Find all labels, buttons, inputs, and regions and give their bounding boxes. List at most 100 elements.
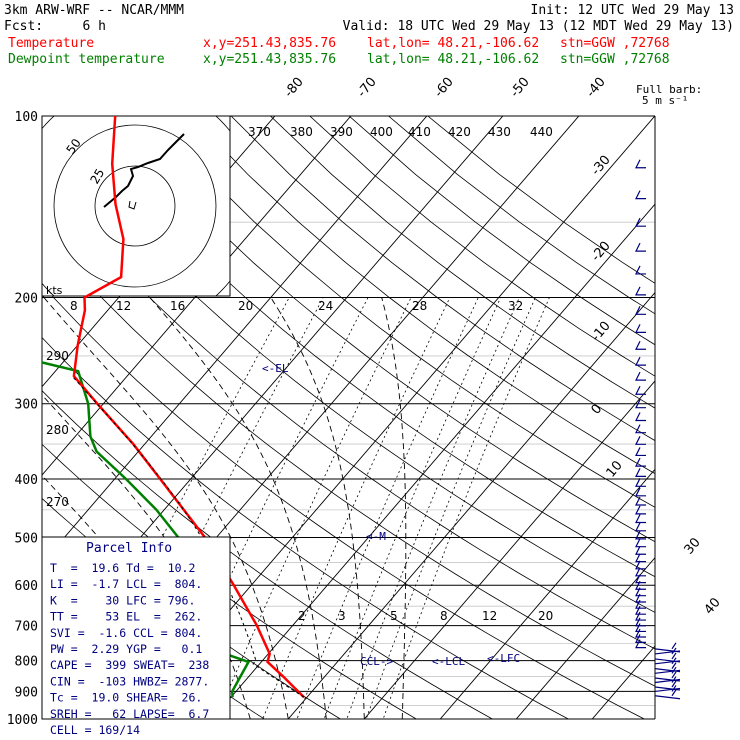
- pressure-label-200: 200: [15, 292, 38, 307]
- wind-barb: [635, 538, 646, 548]
- isotherm: [42, 116, 428, 565]
- mixing-ratio-label: 32: [508, 299, 523, 313]
- theta-label: 400: [370, 125, 393, 139]
- wind-barb: [635, 306, 646, 315]
- mixing-ratio-label: 12: [116, 299, 131, 313]
- dry-adiabat: [42, 390, 494, 719]
- wind-barb: [635, 530, 646, 540]
- isotherm: [42, 116, 352, 476]
- isotherm-label: -10: [589, 319, 614, 345]
- isotherm: [363, 380, 655, 719]
- moist-adiabat: [149, 297, 327, 719]
- dry-adiabat: [112, 116, 655, 543]
- wind-barb: [635, 560, 646, 570]
- model-title: 3km ARW-WRF -- NCAR/MMM: [4, 3, 184, 18]
- parcel-info-row: Tc = 19.0 SHEAR= 26.: [50, 691, 202, 705]
- theta-label: 380: [290, 125, 313, 139]
- parcel-path: [71, 375, 305, 698]
- wind-barb: [635, 605, 646, 615]
- wind-barb: [635, 190, 646, 200]
- wind-barb: [635, 487, 646, 497]
- dry-adiabat: [230, 116, 655, 442]
- wind-barb: [635, 159, 646, 169]
- wind-barb: [635, 599, 646, 609]
- valid-time: Valid: 18 UTC Wed 29 May 13 (12 MDT Wed …: [343, 19, 734, 34]
- isotherm-label: -80: [282, 75, 307, 101]
- dry-adiabat: [270, 116, 655, 409]
- mixing-ratio-label: 28: [412, 299, 427, 313]
- dry-adiabat: [427, 116, 655, 284]
- temp-xy: x,y=251.43,835.76: [203, 36, 336, 51]
- wind-barb: [635, 553, 646, 563]
- wind-barb: [635, 617, 646, 627]
- wind-barb: [635, 217, 646, 227]
- pressure-label-700: 700: [15, 620, 38, 635]
- wind-barb: [635, 436, 646, 445]
- parcel-info-row: CELL = 169/14: [50, 723, 140, 737]
- theta-label: 390: [330, 125, 353, 139]
- header: 3km ARW-WRF -- NCAR/MMM Init: 12 UTC Wed…: [4, 3, 734, 67]
- isotherm: [287, 291, 655, 719]
- dew-stn: stn=GGW ,72768: [560, 52, 670, 67]
- dry-adiabat: [42, 178, 655, 650]
- m-annotation: <-M: [366, 530, 386, 543]
- hodograph: 25 50 kts: [41, 115, 231, 297]
- wind-barb: [654, 642, 681, 653]
- wind-barb: [635, 545, 646, 555]
- isotherm-label: 10: [604, 458, 626, 480]
- wind-barb: [635, 634, 646, 643]
- moist-adiabat: [270, 297, 365, 719]
- wind-barb: [635, 478, 646, 487]
- wind-barb: [654, 657, 681, 665]
- isotherm-label: -40: [584, 75, 609, 101]
- fcst-label: Fcst:: [4, 19, 43, 34]
- wind-barb: [654, 676, 681, 684]
- hodograph-ring-50: [53, 124, 217, 288]
- hodograph-ring-label-25: 25: [87, 166, 107, 186]
- hodograph-trace: [103, 133, 185, 208]
- wind-barb: [654, 689, 681, 700]
- theta-label: 440: [530, 125, 553, 139]
- pressure-label-800: 800: [15, 655, 38, 670]
- theta-label: 290: [46, 349, 69, 363]
- wind-barb: [635, 424, 646, 434]
- parcel-info-box: Parcel Info T = 19.6 Td = 10.2 LI = -1.7 …: [41, 536, 231, 737]
- wind-barb: [635, 324, 646, 333]
- mixing-ratio-line: [296, 297, 479, 719]
- hodograph-units: kts: [46, 284, 63, 297]
- wind-barb: [635, 567, 646, 577]
- mixing-ratio-label: 5: [390, 609, 398, 623]
- dry-adiabat: [73, 116, 655, 578]
- mixing-ratio-label: 12: [482, 609, 497, 623]
- isotherm: [515, 556, 655, 719]
- mixing-ratio-label: 8: [440, 609, 448, 623]
- wind-barb: [635, 371, 646, 381]
- isotherm: [439, 468, 655, 719]
- wind-barb: [635, 242, 646, 252]
- wind-barb: [635, 593, 646, 603]
- wind-barb: [635, 447, 646, 457]
- wind-barb: [635, 628, 646, 638]
- wind-barb: [635, 457, 646, 467]
- parcel-info-row: CIN = -103 HWBZ= 2877.: [50, 674, 209, 688]
- theta-label: 410: [408, 125, 431, 139]
- wind-barbs: [635, 159, 681, 700]
- mixing-ratio-label: 20: [238, 299, 253, 313]
- mixing-ratio-label: 3: [338, 609, 346, 623]
- isotherm-label: -70: [355, 75, 380, 101]
- wind-barb: [635, 639, 646, 649]
- mixing-ratio-label: 16: [170, 299, 185, 313]
- parcel-info-row: T = 19.6 Td = 10.2: [50, 561, 195, 575]
- parcel-info-frame: [41, 536, 231, 720]
- wind-barb: [635, 580, 646, 590]
- temp-stn: stn=GGW ,72768: [560, 36, 670, 51]
- fcst-value: 6 h: [83, 19, 106, 34]
- isotherm-label: -60: [432, 75, 457, 101]
- hodograph-box: [41, 115, 231, 297]
- isotherm-label: -50: [508, 75, 533, 101]
- full-barb-label: Full barb:: [636, 83, 702, 96]
- lfc-annotation: <-LFC: [487, 652, 520, 665]
- wind-barb: [654, 667, 681, 674]
- init-time: Init: 12 UTC Wed 29 May 13: [531, 3, 735, 18]
